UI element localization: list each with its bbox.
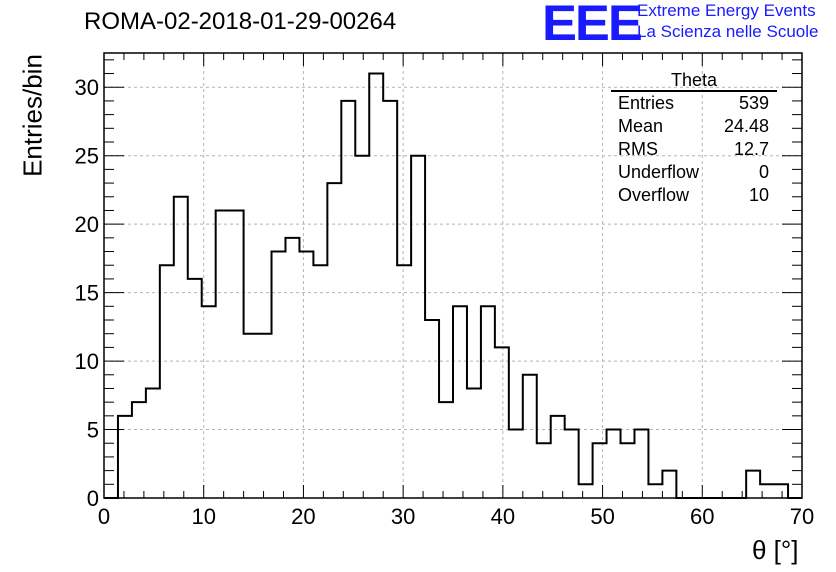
histogram-bar xyxy=(174,197,188,498)
stats-row-mean: Mean 24.48 xyxy=(611,115,777,138)
histogram-bar xyxy=(509,430,523,498)
histogram-bar xyxy=(634,430,648,498)
stats-value: 539 xyxy=(738,93,769,113)
stats-value: 10 xyxy=(748,185,769,205)
histogram-bar xyxy=(299,252,313,498)
stats-label: Underflow xyxy=(618,162,700,182)
y-tick-label: 0 xyxy=(87,486,99,511)
stats-box: Theta Entries 539 Mean 24.48 RMS 12.7 Un… xyxy=(611,70,777,207)
histogram-outline xyxy=(104,72,802,499)
histogram-bar xyxy=(662,471,676,498)
histogram-bar xyxy=(774,484,788,498)
histogram-bar xyxy=(607,430,621,498)
x-tick-label: 50 xyxy=(590,504,614,529)
logo-subtitle-1: Extreme Energy Events xyxy=(637,1,816,20)
histogram-bar xyxy=(341,101,355,498)
stats-label: RMS xyxy=(618,139,658,159)
histogram-bar xyxy=(648,484,662,498)
y-tick-label: 30 xyxy=(75,75,99,100)
stats-value: 24.48 xyxy=(723,116,769,136)
y-axis-label: Entries/bin xyxy=(17,54,48,177)
histogram-bar xyxy=(313,265,327,498)
y-tick-label: 20 xyxy=(75,212,99,237)
histogram-bar xyxy=(285,238,299,498)
histogram-bar xyxy=(746,471,760,498)
x-tick-label: 0 xyxy=(98,504,110,529)
histogram-bar xyxy=(132,402,146,498)
histogram-bar xyxy=(425,320,439,498)
histogram-bar xyxy=(383,101,397,498)
stats-label: Overflow xyxy=(618,185,690,205)
histogram-bar xyxy=(551,416,565,498)
chart-title: ROMA-02-2018-01-29-00264 xyxy=(84,8,397,35)
histogram-bar xyxy=(355,156,369,498)
y-tick-label: 10 xyxy=(75,349,99,374)
histogram-bar xyxy=(230,210,244,498)
stats-row-entries: Entries 539 xyxy=(611,92,777,115)
histogram-bar xyxy=(439,402,453,498)
tick-labels: 0 10 20 30 40 50 60 70 0 5 10 15 20 25 30 xyxy=(75,75,815,529)
y-tick-label: 15 xyxy=(75,281,99,306)
histogram-bar xyxy=(397,265,411,498)
stats-label: Entries xyxy=(618,93,675,113)
x-tick-label: 30 xyxy=(391,504,415,529)
histogram-bar xyxy=(258,334,272,498)
histogram-bar xyxy=(216,210,230,498)
plot-frame xyxy=(103,52,803,499)
axis-ticks xyxy=(103,53,803,499)
x-tick-label: 20 xyxy=(291,504,315,529)
x-tick-label: 40 xyxy=(491,504,515,529)
plot-border xyxy=(103,52,803,499)
x-tick-label: 70 xyxy=(790,504,814,529)
stats-row-rms: RMS 12.7 xyxy=(611,138,777,161)
histogram-bar xyxy=(453,306,467,498)
histogram-bar xyxy=(593,443,607,498)
x-axis-label: θ [°] xyxy=(752,535,799,565)
histogram-bar xyxy=(118,416,132,498)
histogram-bar xyxy=(621,443,635,498)
y-tick-label: 5 xyxy=(87,418,99,443)
histogram-bar xyxy=(146,388,160,498)
stats-value: 12.7 xyxy=(733,139,769,159)
histogram-bar xyxy=(411,156,425,498)
histogram-bar xyxy=(327,183,341,498)
x-tick-label: 10 xyxy=(191,504,215,529)
eee-logo: EEE xyxy=(542,0,643,51)
histogram-bar xyxy=(188,279,202,498)
histogram-bar xyxy=(244,334,258,498)
histogram-bar xyxy=(565,430,579,498)
histogram-bars xyxy=(104,72,802,499)
stats-title: Theta xyxy=(611,70,777,92)
histogram-bar xyxy=(481,306,495,498)
stats-value: 0 xyxy=(758,162,769,182)
histogram-bar xyxy=(495,347,509,498)
histogram-bar xyxy=(160,265,174,498)
y-tick-label: 25 xyxy=(75,144,99,169)
stats-row-overflow: Overflow 10 xyxy=(611,184,777,207)
stats-row-underflow: Underflow 0 xyxy=(611,161,777,184)
x-tick-label: 60 xyxy=(690,504,714,529)
logo-subtitle-2: La Scienza nelle Scuole xyxy=(637,22,819,41)
stats-label: Mean xyxy=(618,116,664,136)
histogram-bar xyxy=(579,484,593,498)
histogram-bar xyxy=(467,388,481,498)
histogram-bar xyxy=(272,252,286,498)
histogram-bar xyxy=(369,74,383,498)
histogram-bar xyxy=(537,443,551,498)
histogram-bar xyxy=(523,375,537,498)
